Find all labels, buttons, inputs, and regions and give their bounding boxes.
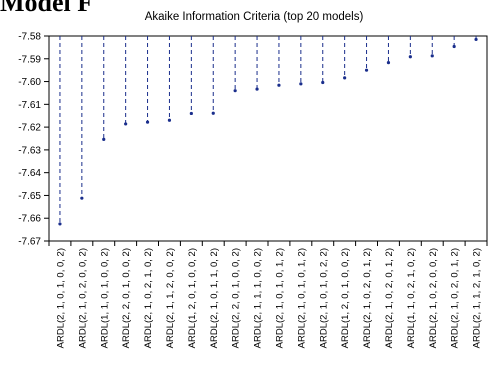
x-category-label: ARDL(2, 1, 0, 2, 0, 0, 2) — [77, 248, 88, 348]
value-point — [233, 89, 237, 93]
value-point — [211, 111, 215, 115]
x-category-label: ARDL(2, 1, 0, 2, 1, 0, 2) — [143, 248, 154, 348]
x-category-label: ARDL(1, 1, 0, 2, 1, 0, 2) — [406, 248, 417, 348]
y-tick-label: -7.61 — [18, 100, 41, 111]
value-point — [145, 120, 150, 124]
y-tick-label: -7.58 — [18, 32, 41, 43]
x-axis: ARDL(2, 1, 0, 1, 0, 0, 2) ARDL(2, 1, 0, 2… — [48, 241, 488, 348]
value-point — [299, 82, 303, 86]
model-heading: Model F — [0, 0, 94, 17]
value-point — [474, 37, 478, 42]
y-tick-label: -7.67 — [18, 237, 41, 248]
y-tick-label: -7.60 — [18, 77, 41, 88]
value-point — [277, 83, 281, 87]
x-category-label: ARDL(1, 2, 0, 1, 0, 0, 2) — [187, 248, 198, 348]
x-category-label: ARDL(2, 1, 0, 2, 0, 0, 2) — [428, 248, 439, 348]
value-point — [255, 87, 259, 91]
value-point — [102, 137, 106, 142]
x-category-label: ARDL(2, 2, 0, 1, 0, 0, 2) — [121, 248, 132, 348]
value-point — [167, 118, 172, 122]
value-point — [58, 222, 62, 226]
x-category-label: ARDL(2, 1, 1, 2, 0, 0, 2) — [165, 248, 176, 348]
y-tick-label: -7.64 — [18, 168, 41, 179]
y-tick-label: -7.59 — [18, 54, 41, 65]
x-category-label: ARDL(2, 1, 1, 2, 1, 0, 2) — [472, 248, 483, 348]
y-tick-label: -7.65 — [18, 191, 41, 202]
x-category-label: ARDL(1, 2, 0, 1, 0, 0, 2) — [340, 248, 351, 348]
x-category-label: ARDL(2, 1, 0, 1, 0, 2, 2) — [318, 248, 329, 348]
y-axis: -7.58 -7.59 -7.60 -7.61 -7.62 -7.63 -7.64 -7.65… — [18, 32, 49, 248]
value-point — [80, 196, 84, 200]
x-category-label: ARDL(2, 1, 0, 2, 0, 1, 2) — [362, 248, 373, 348]
x-category-label: ARDL(2, 1, 0, 1, 0, 1, 2) — [274, 248, 285, 348]
x-category-label: ARDL(2, 1, 1, 1, 0, 0, 2) — [253, 248, 264, 348]
x-category-label: ARDL(2, 1, 0, 1, 0, 0, 2) — [55, 248, 66, 348]
plot-frame — [48, 35, 488, 242]
value-point — [408, 55, 412, 59]
x-category-label: ARDL(2, 1, 0, 1, 1, 0, 2) — [209, 248, 220, 348]
x-category-label: ARDL(2, 1, 0, 2, 0, 1, 2) — [450, 248, 461, 348]
value-point — [430, 54, 434, 58]
x-category-label: ARDL(2, 1, 0, 1, 0, 1, 2) — [296, 248, 307, 348]
value-point — [343, 76, 347, 80]
value-point — [364, 68, 369, 72]
value-point — [386, 61, 391, 65]
value-point — [189, 111, 193, 116]
y-tick-label: -7.62 — [18, 123, 41, 134]
value-point — [124, 122, 128, 126]
y-tick-label: -7.66 — [18, 214, 41, 225]
data-marks — [58, 36, 478, 226]
value-point — [321, 80, 325, 85]
y-tick-label: -7.63 — [18, 145, 41, 156]
x-category-label: ARDL(1, 1, 0, 1, 0, 0, 2) — [99, 248, 110, 348]
x-category-label: ARDL(2, 2, 0, 1, 0, 0, 2) — [231, 248, 242, 348]
x-category-label: ARDL(2, 1, 0, 2, 0, 1, 2) — [384, 248, 395, 348]
chart-title: Akaike Information Criteria (top 20 mode… — [145, 11, 364, 23]
value-point — [452, 44, 456, 49]
